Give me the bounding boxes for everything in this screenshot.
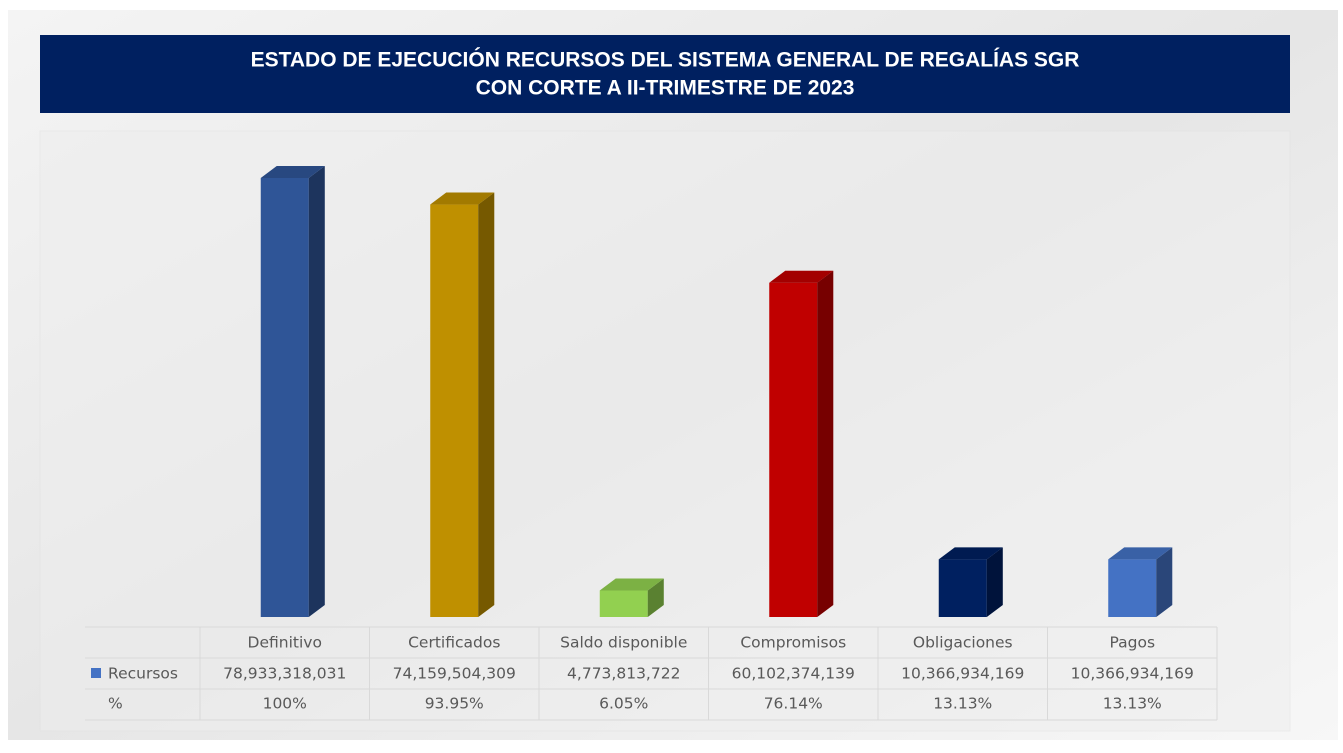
chart-title: ESTADO DE EJECUCIÓN RECURSOS DEL SISTEMA… <box>251 48 1080 72</box>
category-label: Obligaciones <box>913 634 1013 652</box>
bar-top-shade <box>769 270 834 283</box>
bar-side <box>817 270 834 617</box>
bar-side <box>478 192 495 618</box>
data-label: 13.13% <box>1103 695 1162 713</box>
bar-top-shade <box>1108 547 1173 560</box>
category-label: Saldo disponible <box>560 634 687 652</box>
legend-swatch <box>91 668 101 678</box>
bar-side <box>647 578 664 617</box>
data-label: 78,933,318,031 <box>223 665 346 683</box>
legend-label: Recursos <box>108 665 178 683</box>
category-label: Definitivo <box>248 634 322 652</box>
data-label: 60,102,374,139 <box>732 665 855 683</box>
bar-top <box>260 166 325 178</box>
bar-top-shade <box>599 578 664 591</box>
data-label: 4,773,813,722 <box>567 665 680 683</box>
bar-side-shade <box>986 547 1003 617</box>
bar-top <box>430 192 495 205</box>
category-label: Compromisos <box>740 634 846 652</box>
bar <box>430 204 479 618</box>
bar <box>769 282 818 617</box>
bar-side-shade <box>1156 547 1173 617</box>
bar-top-shade <box>260 166 325 178</box>
data-label: 93.95% <box>425 695 484 713</box>
bar <box>938 559 987 617</box>
data-label: 13.13% <box>933 695 992 713</box>
data-label: 100% <box>263 695 307 713</box>
bar-top-shade <box>430 192 495 205</box>
category-label: Certificados <box>408 634 500 652</box>
title-banner <box>40 35 1290 113</box>
bar-side <box>1156 547 1173 617</box>
data-label: 6.05% <box>599 695 648 713</box>
bar-side-shade <box>478 192 495 618</box>
data-label: 10,366,934,169 <box>901 665 1024 683</box>
bar-side-shade <box>817 270 834 617</box>
bar-side <box>986 547 1003 617</box>
bar <box>599 590 648 617</box>
bar-top <box>599 578 664 591</box>
plot-area <box>39 130 1291 732</box>
bar-side-shade <box>647 578 664 617</box>
category-label: Pagos <box>1109 634 1155 652</box>
bar <box>1108 559 1157 617</box>
bar-side-shade <box>308 166 325 617</box>
chart-title: CON CORTE A II-TRIMESTRE DE 2023 <box>476 77 855 100</box>
bar-side <box>308 166 325 617</box>
bar-top-shade <box>938 547 1003 560</box>
bar <box>260 178 309 617</box>
bar-top <box>769 270 834 283</box>
data-label: 10,366,934,169 <box>1071 665 1194 683</box>
data-label: 74,159,504,309 <box>393 665 516 683</box>
data-label: 76.14% <box>764 695 823 713</box>
bar-top <box>1108 547 1173 560</box>
bar-top <box>938 547 1003 560</box>
legend-label: % <box>108 695 123 713</box>
